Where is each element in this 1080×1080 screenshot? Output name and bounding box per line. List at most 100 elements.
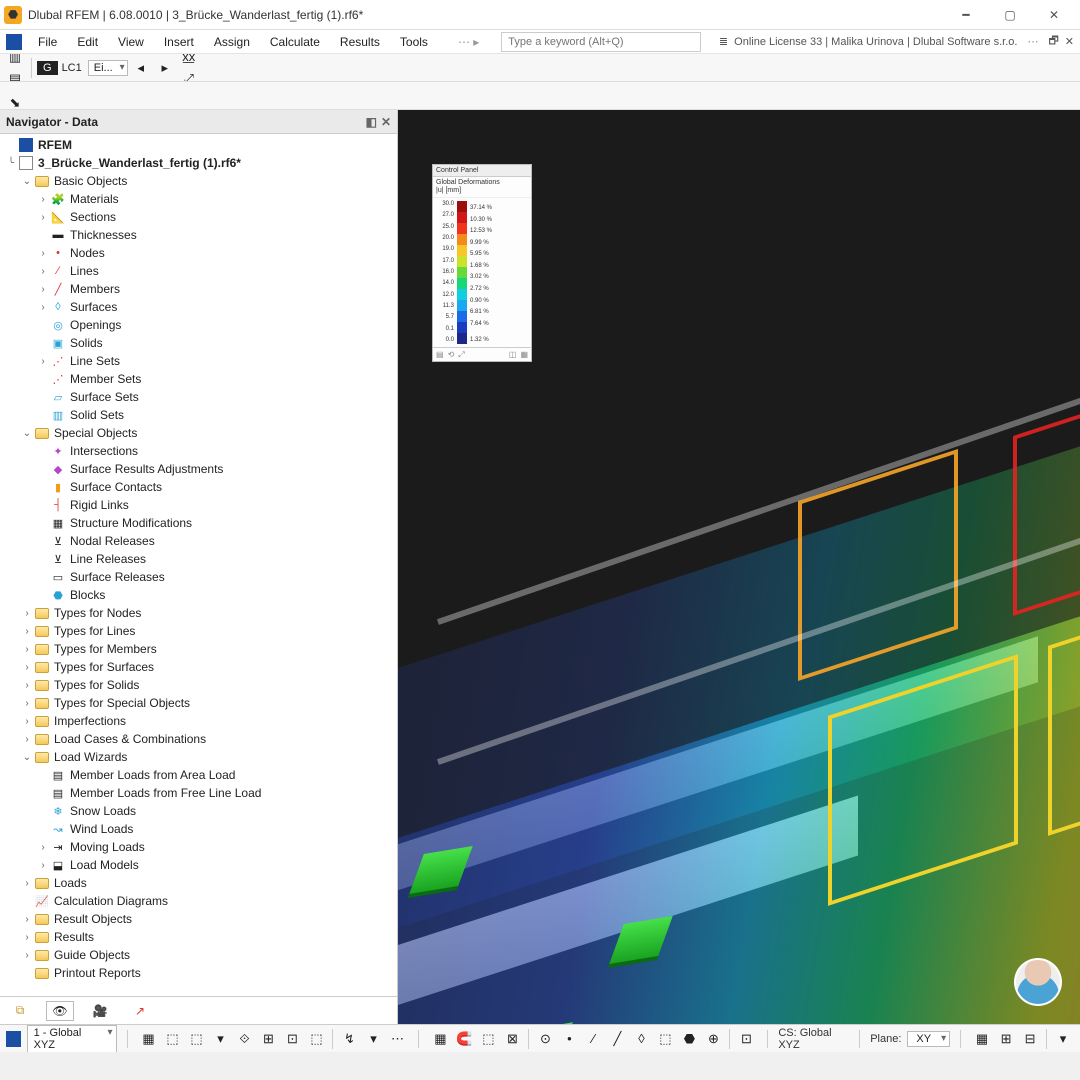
tree-item[interactable]: ▮Surface Contacts (0, 478, 397, 496)
tree-item[interactable]: ›⇥Moving Loads (0, 838, 397, 856)
tree-item[interactable]: RFEM (0, 136, 397, 154)
menu-tools[interactable]: Tools (390, 33, 438, 51)
tree-item[interactable]: ›Loads (0, 874, 397, 892)
tree-item[interactable]: ›Result Objects (0, 910, 397, 928)
toolbar-button[interactable]: 🧲 (453, 1028, 475, 1050)
user-avatar[interactable] (1014, 958, 1062, 1006)
menu-edit[interactable]: Edit (67, 33, 108, 51)
tree-item[interactable]: ↝Wind Loads (0, 820, 397, 838)
toolbar-button[interactable]: ⊡ (281, 1028, 303, 1050)
tree-item[interactable]: ›Load Cases & Combinations (0, 730, 397, 748)
toolbar-button[interactable]: ⬚ (161, 1028, 183, 1050)
status-plane-value[interactable]: XY (907, 1031, 950, 1047)
toolbar-button[interactable]: ▾ (362, 1028, 384, 1050)
toolbar-button[interactable]: ⊕ (702, 1028, 724, 1050)
minimize-button[interactable]: ━ (944, 0, 988, 30)
toolbar-button[interactable]: ▾ (1052, 1028, 1074, 1050)
tree-item[interactable]: ›Types for Lines (0, 622, 397, 640)
menu-file[interactable]: File (28, 33, 67, 51)
tree-item[interactable]: ›∕Lines (0, 262, 397, 280)
tree-item[interactable]: ▥Solid Sets (0, 406, 397, 424)
toolbar-button[interactable]: ⟐ (233, 1028, 255, 1050)
cp-tool-icon[interactable]: ⟲ (448, 350, 455, 359)
tree-item[interactable]: ›Types for Solids (0, 676, 397, 694)
toolbar-button[interactable]: ⬚ (185, 1028, 207, 1050)
tree-item[interactable]: ╰3_Brücke_Wanderlast_fertig (1).rf6* (0, 154, 397, 172)
tree-item[interactable]: ›Types for Members (0, 640, 397, 658)
toolbar-button[interactable]: ⬊ (4, 92, 26, 111)
toolbar-button[interactable]: • (558, 1028, 580, 1050)
toolbar-button[interactable]: ▦ (429, 1028, 451, 1050)
tree-item[interactable]: ⊻Nodal Releases (0, 532, 397, 550)
tree-item[interactable]: ✦Intersections (0, 442, 397, 460)
toolbar-button[interactable]: x͟x (178, 54, 200, 68)
toolbar-button[interactable]: ⬚ (305, 1028, 327, 1050)
cp-tool-icon[interactable]: ▤ (436, 350, 444, 359)
menu-calculate[interactable]: Calculate (260, 33, 330, 51)
navigator-tree[interactable]: RFEM╰3_Brücke_Wanderlast_fertig (1).rf6*… (0, 134, 397, 996)
tree-item[interactable]: ◎Openings (0, 316, 397, 334)
tree-item[interactable]: ┤Rigid Links (0, 496, 397, 514)
lc-combo[interactable]: Ei... (88, 60, 128, 76)
restore-child-icon[interactable]: 🗗 (1048, 32, 1058, 51)
lc-next-icon[interactable]: ▸ (154, 57, 176, 79)
tree-item[interactable]: ⬣Blocks (0, 586, 397, 604)
toolbar-button[interactable]: ⊡ (735, 1028, 757, 1050)
tree-item[interactable]: ›⋰Line Sets (0, 352, 397, 370)
keyword-search-input[interactable] (501, 32, 701, 52)
tree-item[interactable]: ⌄Special Objects (0, 424, 397, 442)
tree-item[interactable]: ▬Thicknesses (0, 226, 397, 244)
tree-item[interactable]: ▤Member Loads from Area Load (0, 766, 397, 784)
view-selector[interactable]: 1 - Global XYZ (27, 1025, 117, 1053)
toolbar-button[interactable]: ∕ (582, 1028, 604, 1050)
menu-insert[interactable]: Insert (154, 33, 204, 51)
tree-item[interactable]: ›⬓Load Models (0, 856, 397, 874)
cp-tool-icon[interactable]: ▦ (520, 350, 528, 359)
tab-views-icon[interactable]: 🎥 (86, 1001, 114, 1021)
tree-item[interactable]: ▤Member Loads from Free Line Load (0, 784, 397, 802)
toolbar-button[interactable]: ╱ (606, 1028, 628, 1050)
toolbar-button[interactable]: ⤢ (178, 68, 200, 83)
control-panel[interactable]: Control Panel Global Deformations |u| [m… (432, 164, 532, 362)
toolbar-button[interactable]: ▾ (209, 1028, 231, 1050)
3d-viewport[interactable]: Control Panel Global Deformations |u| [m… (398, 110, 1080, 1024)
toolbar-button[interactable]: ▦ (971, 1028, 993, 1050)
navigator-pin-icon[interactable]: ◧ (366, 115, 377, 129)
toolbar-button[interactable]: ⊙ (534, 1028, 556, 1050)
menu-results[interactable]: Results (330, 33, 390, 51)
toolbar-button[interactable]: ↯ (338, 1028, 360, 1050)
tree-item[interactable]: ›Guide Objects (0, 946, 397, 964)
cp-tool-icon[interactable]: ⤢ (458, 350, 464, 360)
tree-item[interactable]: ▱Surface Sets (0, 388, 397, 406)
tree-item[interactable]: ›Imperfections (0, 712, 397, 730)
toolbar-button[interactable]: ⬚ (654, 1028, 676, 1050)
menu-view[interactable]: View (108, 33, 154, 51)
toolbar-button[interactable]: ◊ (630, 1028, 652, 1050)
close-button[interactable]: ✕ (1032, 0, 1076, 30)
lc-prev-icon[interactable]: ◂ (130, 57, 152, 79)
toolbar-button[interactable]: ▤ (4, 68, 26, 83)
navigator-close-icon[interactable]: ✕ (381, 115, 391, 129)
tab-display-icon[interactable]: 👁 (46, 1001, 74, 1021)
maximize-button[interactable]: ▢ (988, 0, 1032, 30)
tab-results-icon[interactable]: ↗ (126, 1001, 154, 1021)
lc-case[interactable]: LC1 (62, 62, 82, 74)
toolbar-button[interactable]: ⬚ (477, 1028, 499, 1050)
tree-item[interactable]: ›📐Sections (0, 208, 397, 226)
tree-item[interactable]: ◆Surface Results Adjustments (0, 460, 397, 478)
tree-item[interactable]: ⌄Load Wizards (0, 748, 397, 766)
tree-item[interactable]: ›Types for Special Objects (0, 694, 397, 712)
tree-item[interactable]: ›🧩Materials (0, 190, 397, 208)
tree-item[interactable]: ▣Solids (0, 334, 397, 352)
menu-assign[interactable]: Assign (204, 33, 260, 51)
toolbar-button[interactable]: ⊞ (995, 1028, 1017, 1050)
toolbar-button[interactable]: ▦ (137, 1028, 159, 1050)
toolbar-button[interactable]: ⊞ (257, 1028, 279, 1050)
tree-item[interactable]: ›Results (0, 928, 397, 946)
tree-item[interactable]: ⌄Basic Objects (0, 172, 397, 190)
tree-item[interactable]: ›Types for Surfaces (0, 658, 397, 676)
toolbar-button[interactable]: ⊠ (501, 1028, 523, 1050)
toolbar-button[interactable]: ▥ (4, 54, 26, 68)
tree-item[interactable]: ⊻Line Releases (0, 550, 397, 568)
close-child-icon[interactable]: ✕ (1065, 35, 1074, 48)
